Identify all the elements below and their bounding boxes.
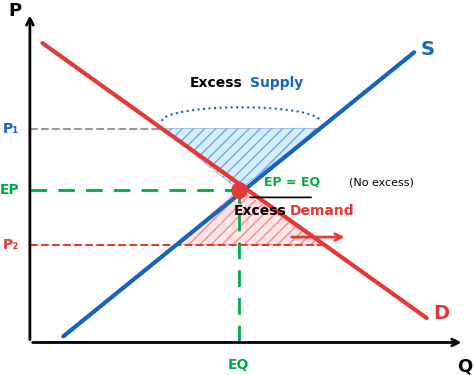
Text: Supply: Supply	[250, 76, 303, 90]
Text: D: D	[433, 304, 449, 323]
Text: P₂: P₂	[3, 238, 19, 252]
Text: Q: Q	[456, 358, 472, 375]
Text: EP = EQ: EP = EQ	[264, 176, 320, 189]
Text: Excess: Excess	[190, 76, 242, 90]
Polygon shape	[162, 129, 320, 190]
Text: EP: EP	[0, 183, 19, 197]
Text: EQ: EQ	[228, 358, 249, 372]
Text: P: P	[9, 2, 22, 20]
Text: Excess: Excess	[233, 204, 286, 218]
Text: Demand: Demand	[290, 204, 355, 218]
Text: S: S	[420, 40, 435, 59]
Text: P₁: P₁	[3, 122, 19, 136]
Polygon shape	[176, 190, 324, 245]
Text: (No excess): (No excess)	[349, 177, 414, 187]
